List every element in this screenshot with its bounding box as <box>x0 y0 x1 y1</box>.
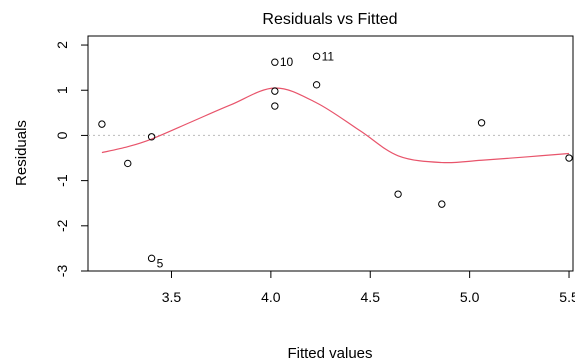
data-point <box>477 119 486 127</box>
data-point <box>147 133 156 141</box>
y-tick-label: -1 <box>54 174 70 187</box>
y-tick-label: 2 <box>54 41 70 49</box>
y-axis-title: Residuals <box>13 120 30 186</box>
data-point <box>312 52 321 61</box>
x-axis: 3.5 4.0 4.5 5.0 5.5 <box>162 271 575 305</box>
y-axis: -3 -2 -1 0 1 2 <box>54 41 88 277</box>
points-layer: 5 10 11 <box>98 49 573 270</box>
data-point <box>565 154 573 162</box>
data-point <box>271 58 279 66</box>
x-tick-label: 5.0 <box>460 289 480 305</box>
data-point <box>438 200 446 208</box>
plot-frame <box>87 35 574 272</box>
data-point <box>98 120 106 128</box>
data-point <box>312 81 321 89</box>
x-tick-label: 4.5 <box>361 289 381 305</box>
data-point <box>124 159 132 168</box>
y-tick-label: -2 <box>54 219 70 232</box>
x-axis-title: Fitted values <box>287 345 372 362</box>
data-point <box>271 102 279 110</box>
x-tick-label: 3.5 <box>162 289 182 305</box>
y-tick-label: 0 <box>54 131 70 139</box>
point-label: 5 <box>157 256 164 270</box>
point-label: 11 <box>322 49 335 63</box>
data-point <box>147 254 156 263</box>
smoother-line <box>101 87 570 164</box>
point-label: 10 <box>280 55 294 69</box>
data-point <box>271 87 279 95</box>
chart-title: Residuals vs Fitted <box>262 11 397 28</box>
data-point <box>394 190 402 198</box>
x-tick-label: 4.0 <box>261 289 281 305</box>
y-tick-label: -3 <box>54 265 70 278</box>
x-tick-label: 5.5 <box>559 289 575 305</box>
y-tick-label: 1 <box>54 86 70 94</box>
